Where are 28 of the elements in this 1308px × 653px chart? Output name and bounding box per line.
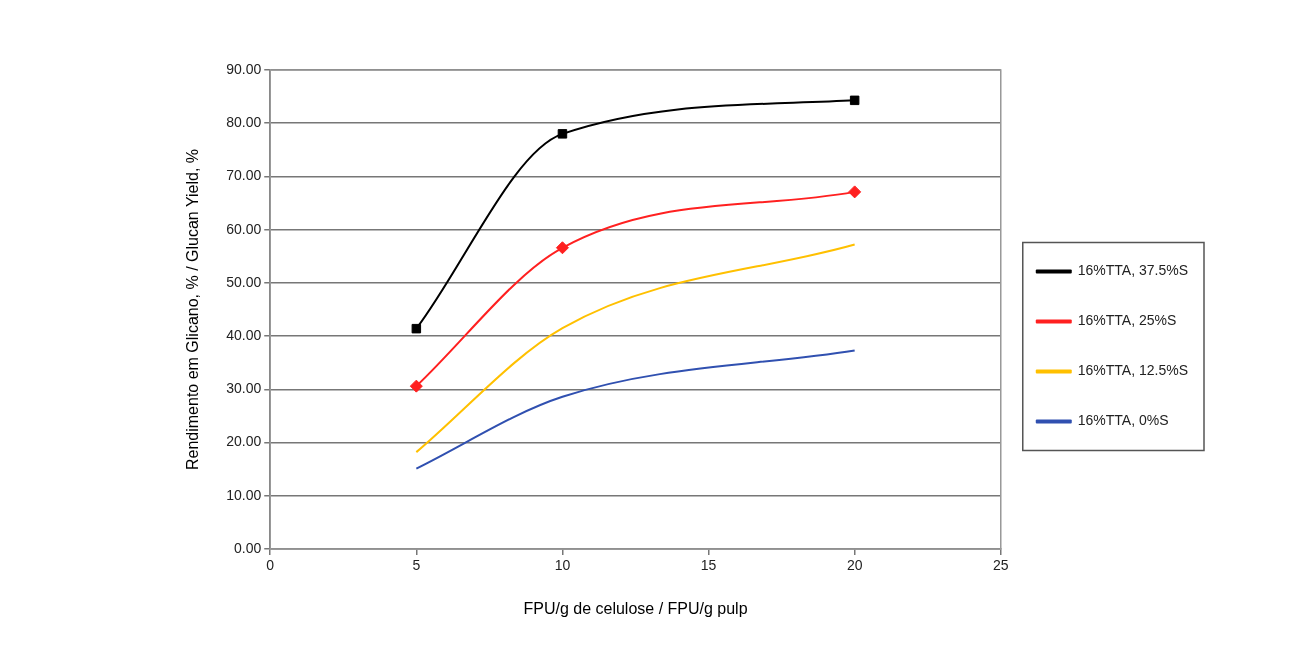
legend-label: 16%TTA, 37.5%S [1077,262,1189,279]
legend-label: 16%TTA, 12.5%S [1077,362,1189,379]
x-tick-label: 10 [554,557,571,574]
y-tick-label: 80.00 [226,114,262,131]
y-axis-title: Rendimento em Glicano, % / Glucan Yield, % [184,148,202,471]
x-tick-label: 5 [412,557,421,574]
point [411,323,422,334]
x-tick-label: 25 [992,557,1009,574]
y-tick-label: 20.00 [226,433,262,450]
x-tick-label: 20 [846,557,863,574]
point [409,379,423,393]
x-axis-title: FPU/g de celulose / FPU/g pulp [523,599,748,617]
y-tick-label: 50.00 [226,273,262,290]
point [848,185,862,199]
y-tick-label: 30.00 [226,380,262,397]
point [557,129,568,139]
legend-label: 16%TTA, 25%S [1077,312,1177,329]
y-tick-label: 60.00 [226,220,262,237]
point [555,241,569,255]
x-tick-label: 0 [266,557,275,574]
x-tick-label: 15 [700,557,717,574]
y-tick-label: 90.00 [226,60,262,77]
y-tick-label: 10.00 [226,486,262,503]
y-tick-label: 0.00 [233,539,262,556]
y-tick-label: 40.00 [226,326,262,343]
y-tick-label: 70.00 [226,167,262,184]
legend-label: 16%TTA, 0%S [1077,412,1169,429]
point [849,95,860,106]
